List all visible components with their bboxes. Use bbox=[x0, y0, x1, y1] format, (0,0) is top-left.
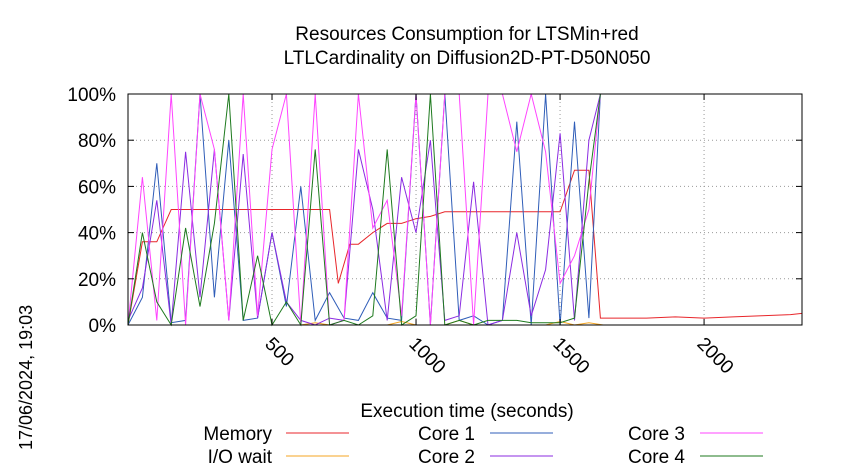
legend-label-memory: Memory bbox=[203, 424, 272, 445]
y-tick-label: 0% bbox=[89, 316, 117, 337]
x-tick-label: 2000 bbox=[693, 334, 738, 379]
x-axis-label: Execution time (seconds) bbox=[360, 401, 573, 422]
chart-title-line: LTLCardinality on Diffusion2D-PT-D50N050 bbox=[284, 48, 651, 69]
series-line-core-4 bbox=[127, 93, 802, 327]
series-line-core-1 bbox=[127, 93, 802, 326]
y-tick-label: 80% bbox=[78, 131, 116, 152]
chart-title-line: Resources Consumption for LTSMin+red bbox=[295, 24, 638, 45]
series-line-core-3 bbox=[127, 93, 802, 326]
x-tick-label: 500 bbox=[260, 334, 297, 371]
x-tick-label: 1000 bbox=[404, 334, 449, 379]
legend-label-core-2: Core 2 bbox=[418, 447, 475, 468]
legend-label-core-1: Core 1 bbox=[418, 424, 475, 445]
series-line-core-2 bbox=[127, 93, 802, 326]
timestamp-label: 17/06/2024, 19:03 bbox=[16, 305, 36, 450]
legend-label-core-3: Core 3 bbox=[628, 424, 685, 445]
legend-label-core-4: Core 4 bbox=[628, 447, 685, 468]
plot-frame bbox=[127, 93, 803, 326]
legend-label-i-o-wait: I/O wait bbox=[208, 447, 273, 468]
y-tick-label: 60% bbox=[78, 177, 116, 198]
x-tick-label: 1500 bbox=[549, 334, 594, 379]
y-tick-label: 20% bbox=[78, 270, 116, 291]
y-tick-label: 100% bbox=[67, 85, 116, 106]
y-tick-label: 40% bbox=[78, 224, 116, 245]
